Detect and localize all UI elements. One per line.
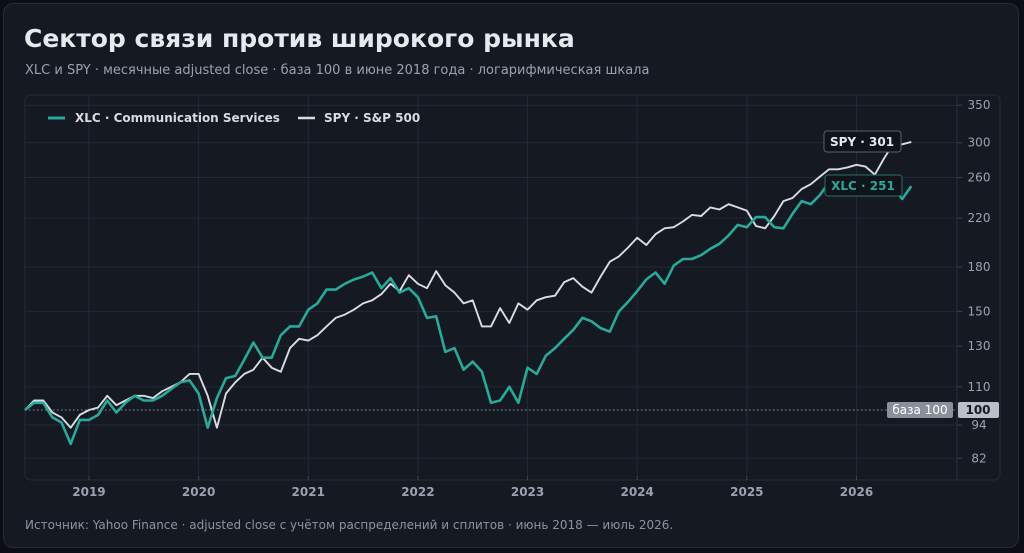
- x-tick-label: 2025: [730, 485, 763, 499]
- baseline-value-label: 100: [965, 403, 990, 417]
- plot-frame: [24, 94, 1001, 481]
- source-note: Источник: Yahoo Finance · adjusted close…: [25, 518, 674, 532]
- legend-label-spy: SPY · S&P 500: [324, 111, 420, 125]
- y-tick-label: 300: [968, 136, 991, 150]
- spy-callout-label: SPY · 301: [830, 135, 894, 149]
- y-tick-label: 94: [971, 418, 986, 432]
- y-tick-label: 130: [968, 339, 991, 353]
- y-tick-label: 180: [968, 260, 991, 274]
- x-tick-label: 2019: [72, 485, 105, 499]
- y-tick-label: 82: [971, 451, 986, 465]
- spy-series-line: [24, 140, 912, 429]
- baseline-badge: [887, 402, 953, 419]
- y-tick-label: 260: [968, 171, 991, 185]
- y-tick-label: 350: [968, 98, 991, 112]
- x-tick-label: 2024: [620, 485, 653, 499]
- spy-callout-box: [823, 130, 902, 153]
- chart-card: [3, 3, 1019, 548]
- chart-title: Сектор связи против широкого рынка: [24, 24, 575, 53]
- legend-label-xlc: XLC · Communication Services: [75, 111, 280, 125]
- baseline-badge-label: база 100: [892, 403, 947, 417]
- xlc-callout-label: XLC · 251: [831, 179, 895, 193]
- y-tick-label: 110: [968, 380, 991, 394]
- chart-subtitle: XLC и SPY · месячные adjusted close · ба…: [25, 63, 650, 78]
- x-tick-label: 2026: [840, 485, 873, 499]
- xlc-callout-box: [824, 174, 903, 197]
- x-tick-label: 2022: [401, 485, 434, 499]
- y-tick-label: 220: [968, 211, 991, 225]
- xlc-series-line: [24, 174, 913, 446]
- x-tick-label: 2021: [292, 485, 325, 499]
- baseline-value-badge: [958, 402, 999, 419]
- x-tick-label: 2020: [182, 485, 215, 499]
- y-tick-label: 150: [968, 304, 991, 318]
- x-tick-label: 2023: [511, 485, 544, 499]
